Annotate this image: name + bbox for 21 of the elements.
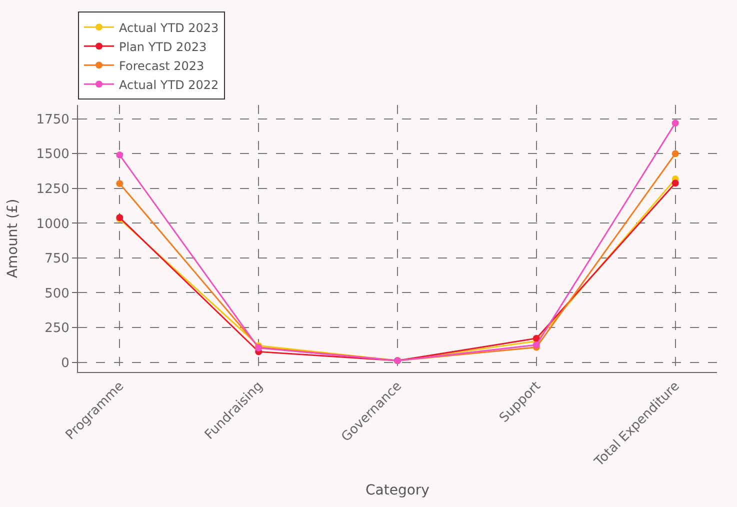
point [672,150,679,158]
legend-label: Actual YTD 2023 [119,20,219,35]
y-tick-label: 500 [44,286,70,302]
y-tick-label: 1250 [36,182,70,197]
y-tick-label: 750 [44,252,70,267]
y-tick-label: 1500 [36,147,70,162]
x-axis-title: Category [366,482,430,499]
legend-label: Forecast 2023 [119,58,204,73]
y-tick-label: 1750 [36,112,70,128]
point [532,334,540,342]
point [672,180,679,187]
y-tick-label: 0 [61,356,70,371]
point [116,180,124,188]
y-tick-label: 250 [44,321,70,336]
y-axis-title: Amount (£) [4,198,21,278]
y-tick-label: 1000 [36,216,70,232]
legend-label: Plan YTD 2023 [119,40,207,54]
point [532,341,540,348]
legend-label: Actual YTD 2022 [119,78,219,92]
point [672,120,679,127]
point [116,152,124,159]
